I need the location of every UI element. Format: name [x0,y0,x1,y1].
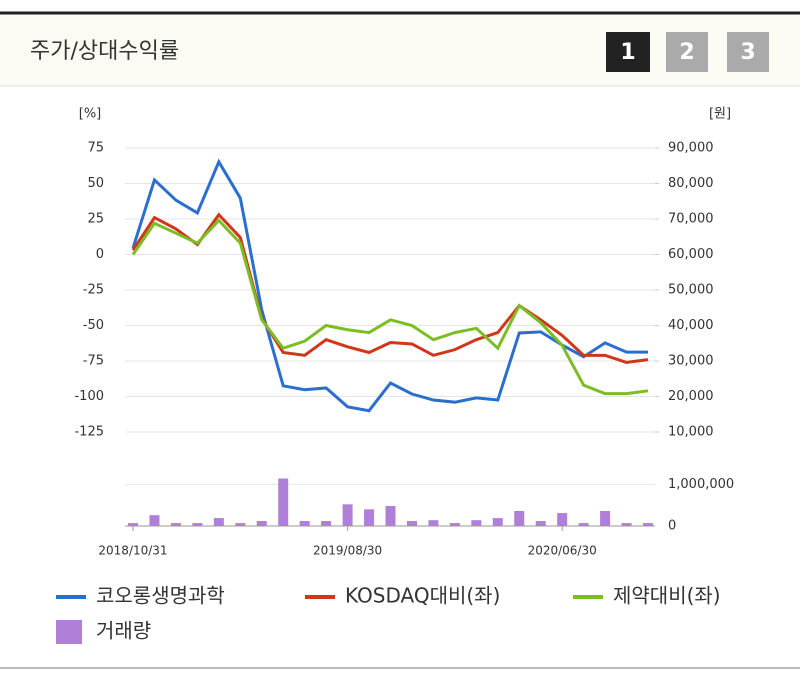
legend-label: KOSDAQ대비(좌) [345,584,500,608]
volume-bar [600,511,611,526]
header-title: 주가/상대수익률 [30,39,179,64]
y-tick-label: 75 [87,141,104,156]
volume-bar [514,511,525,526]
y2-tick-label: 50,000 [668,283,714,298]
button[interactable]: 2 [666,32,708,72]
button[interactable]: 1 [606,32,650,72]
y-tick-label: -50 [83,318,104,333]
button-bg[interactable] [727,32,769,72]
volume-bar [492,518,503,526]
y2-tick-label: 20,000 [668,389,714,404]
volume-bar [342,504,353,526]
y2-tick-label: 30,000 [668,354,714,369]
volume-bar [449,523,460,526]
volume-bar [428,520,439,526]
volume-bar [213,518,224,526]
volume-bar [256,521,267,526]
volume-bar [128,523,138,526]
volume-bar [535,521,546,526]
y2-tick-label: 40,000 [668,318,714,333]
button-label[interactable]: 3 [740,40,755,65]
volume-bar [235,523,246,526]
y-tick-label: 50 [87,176,104,191]
x-tick-label: 2019/08/30 [313,544,382,558]
line [131,218,649,396]
y2-tick-label: 60,000 [668,247,714,262]
legend-label: 제약대비(좌) [613,584,721,608]
legend-swatch [56,620,82,644]
button[interactable]: 3 [727,32,769,72]
volume-bar [364,509,375,526]
y-tick-label: 25 [87,212,104,227]
button-label[interactable]: 1 [620,40,635,65]
y2-axis-label: [원] [709,107,731,122]
volume-bar [385,506,396,526]
button-bg[interactable] [606,32,650,72]
y-tick-label: -100 [74,389,104,404]
y-tick-label: -25 [83,283,104,298]
x-tick-label: 2020/06/30 [528,544,597,558]
volume-bar [192,523,203,526]
y-tick-label: 0 [668,519,676,534]
legend-label: 거래량 [96,619,151,643]
volume-bar [406,521,417,526]
volume-bar [578,523,589,526]
button-label[interactable]: 2 [679,40,694,65]
volume-bar [170,523,181,526]
legend-label: 코오롱생명과학 [96,584,225,608]
volume-bar [149,515,160,526]
line [131,212,649,364]
y-tick-label: 0 [96,247,104,262]
y2-tick-label: 70,000 [668,212,714,227]
y2-tick-label: 90,000 [668,141,714,156]
y-tick-label: -75 [83,354,104,369]
x-tick-label: 2018/10/31 [98,544,167,558]
volume-bar [278,478,289,526]
volume-bar [643,523,653,526]
y-tick-label: 1,000,000 [668,477,734,492]
volume-bar [471,520,482,526]
y-tick-label: -125 [74,425,104,440]
volume-bar [557,513,568,526]
y2-tick-label: 10,000 [668,425,714,440]
volume-bar [621,523,632,526]
volume-bar [321,521,332,526]
y-axis-label: [%] [79,107,102,122]
button-bg[interactable] [666,32,708,72]
volume-bar [299,521,310,526]
y2-tick-label: 80,000 [668,176,714,191]
line [131,158,648,413]
